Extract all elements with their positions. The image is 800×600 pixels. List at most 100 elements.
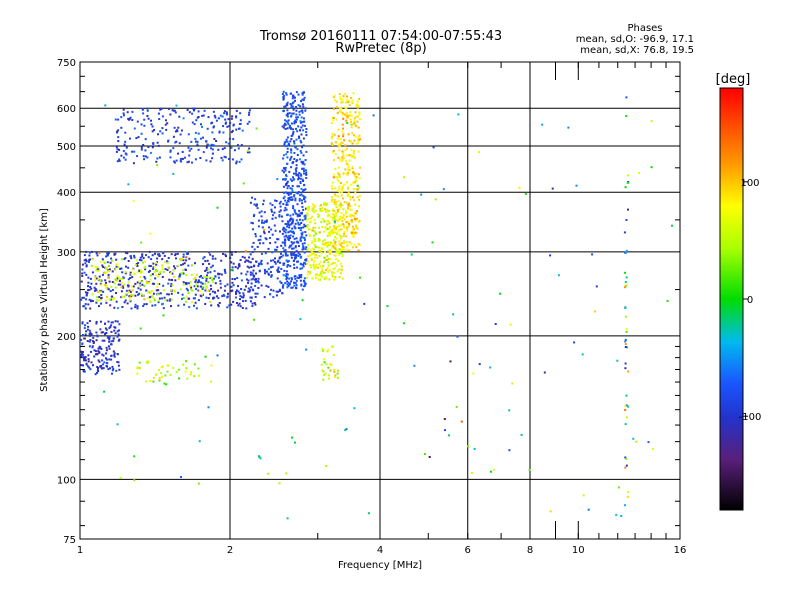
data-point [95, 322, 98, 325]
data-point [88, 320, 91, 322]
data-point [314, 239, 317, 242]
data-point [340, 228, 343, 231]
data-point [281, 169, 284, 172]
data-point [175, 371, 178, 374]
data-point [146, 362, 149, 365]
data-point [356, 188, 359, 191]
data-point [143, 303, 146, 306]
data-point [283, 235, 286, 238]
data-point [126, 252, 129, 255]
data-point [300, 100, 303, 103]
data-point [342, 197, 344, 200]
data-point [339, 244, 342, 247]
data-point [265, 219, 268, 222]
data-point [330, 363, 333, 366]
data-point [284, 239, 287, 242]
data-point [133, 127, 136, 130]
data-point [208, 262, 211, 265]
data-point [627, 208, 629, 211]
data-point [124, 152, 127, 155]
data-point [257, 277, 260, 280]
data-point [297, 125, 300, 128]
data-point [652, 448, 655, 450]
data-point [331, 213, 334, 215]
data-point [303, 280, 306, 283]
data-point [287, 197, 290, 200]
data-point [217, 297, 220, 300]
data-point [353, 228, 356, 231]
data-point [173, 275, 175, 278]
data-point [117, 339, 120, 342]
data-point [318, 254, 321, 257]
data-point [182, 281, 185, 284]
data-point [346, 114, 349, 117]
data-point [230, 261, 233, 264]
data-point [279, 200, 282, 203]
data-point [222, 125, 225, 128]
data-point [287, 200, 290, 203]
data-point [248, 256, 251, 259]
data-point [353, 243, 356, 246]
data-point [316, 256, 319, 259]
data-point [358, 198, 360, 201]
data-point [204, 355, 207, 358]
data-point [293, 267, 296, 269]
data-point [89, 258, 91, 261]
data-point [170, 292, 173, 295]
data-point [213, 277, 215, 280]
data-point [95, 282, 98, 285]
data-point [303, 215, 306, 218]
data-point [81, 343, 84, 346]
data-point [286, 236, 289, 239]
data-point [272, 259, 275, 262]
data-point [285, 270, 288, 273]
data-point [80, 338, 83, 341]
data-point [138, 361, 141, 364]
data-point [355, 115, 358, 118]
data-point [269, 271, 272, 273]
data-point [341, 185, 344, 188]
data-point [294, 441, 296, 444]
data-point [279, 205, 282, 208]
data-point [170, 283, 173, 285]
data-point [146, 115, 149, 117]
data-point [108, 280, 111, 283]
data-point [624, 338, 627, 341]
data-point [113, 352, 116, 355]
data-point [151, 294, 154, 297]
data-point [252, 277, 255, 280]
data-point [206, 259, 209, 262]
data-point [322, 378, 325, 381]
data-point [573, 341, 576, 344]
data-point [508, 449, 511, 452]
data-point [297, 93, 300, 96]
data-point [87, 354, 90, 357]
data-point [290, 256, 293, 259]
data-point [518, 186, 521, 189]
data-point [335, 118, 338, 121]
data-point [274, 257, 276, 260]
data-point [273, 211, 276, 214]
data-point [306, 215, 309, 218]
data-point [305, 207, 307, 210]
data-point [147, 360, 150, 363]
data-point [136, 155, 138, 158]
data-point [313, 243, 316, 246]
data-point [230, 146, 233, 149]
data-point [330, 196, 333, 199]
data-point [166, 261, 169, 264]
data-point [291, 189, 294, 192]
data-point [286, 213, 289, 216]
data-point [167, 282, 170, 285]
data-point [308, 221, 311, 224]
data-point [97, 359, 100, 362]
data-point [162, 289, 165, 292]
data-point [161, 302, 164, 305]
data-point [346, 201, 349, 204]
data-point [91, 258, 94, 261]
x-tick-label: 4 [377, 545, 383, 556]
data-point [337, 251, 340, 254]
data-point [152, 268, 155, 270]
data-point [240, 288, 243, 290]
data-point [319, 207, 322, 210]
